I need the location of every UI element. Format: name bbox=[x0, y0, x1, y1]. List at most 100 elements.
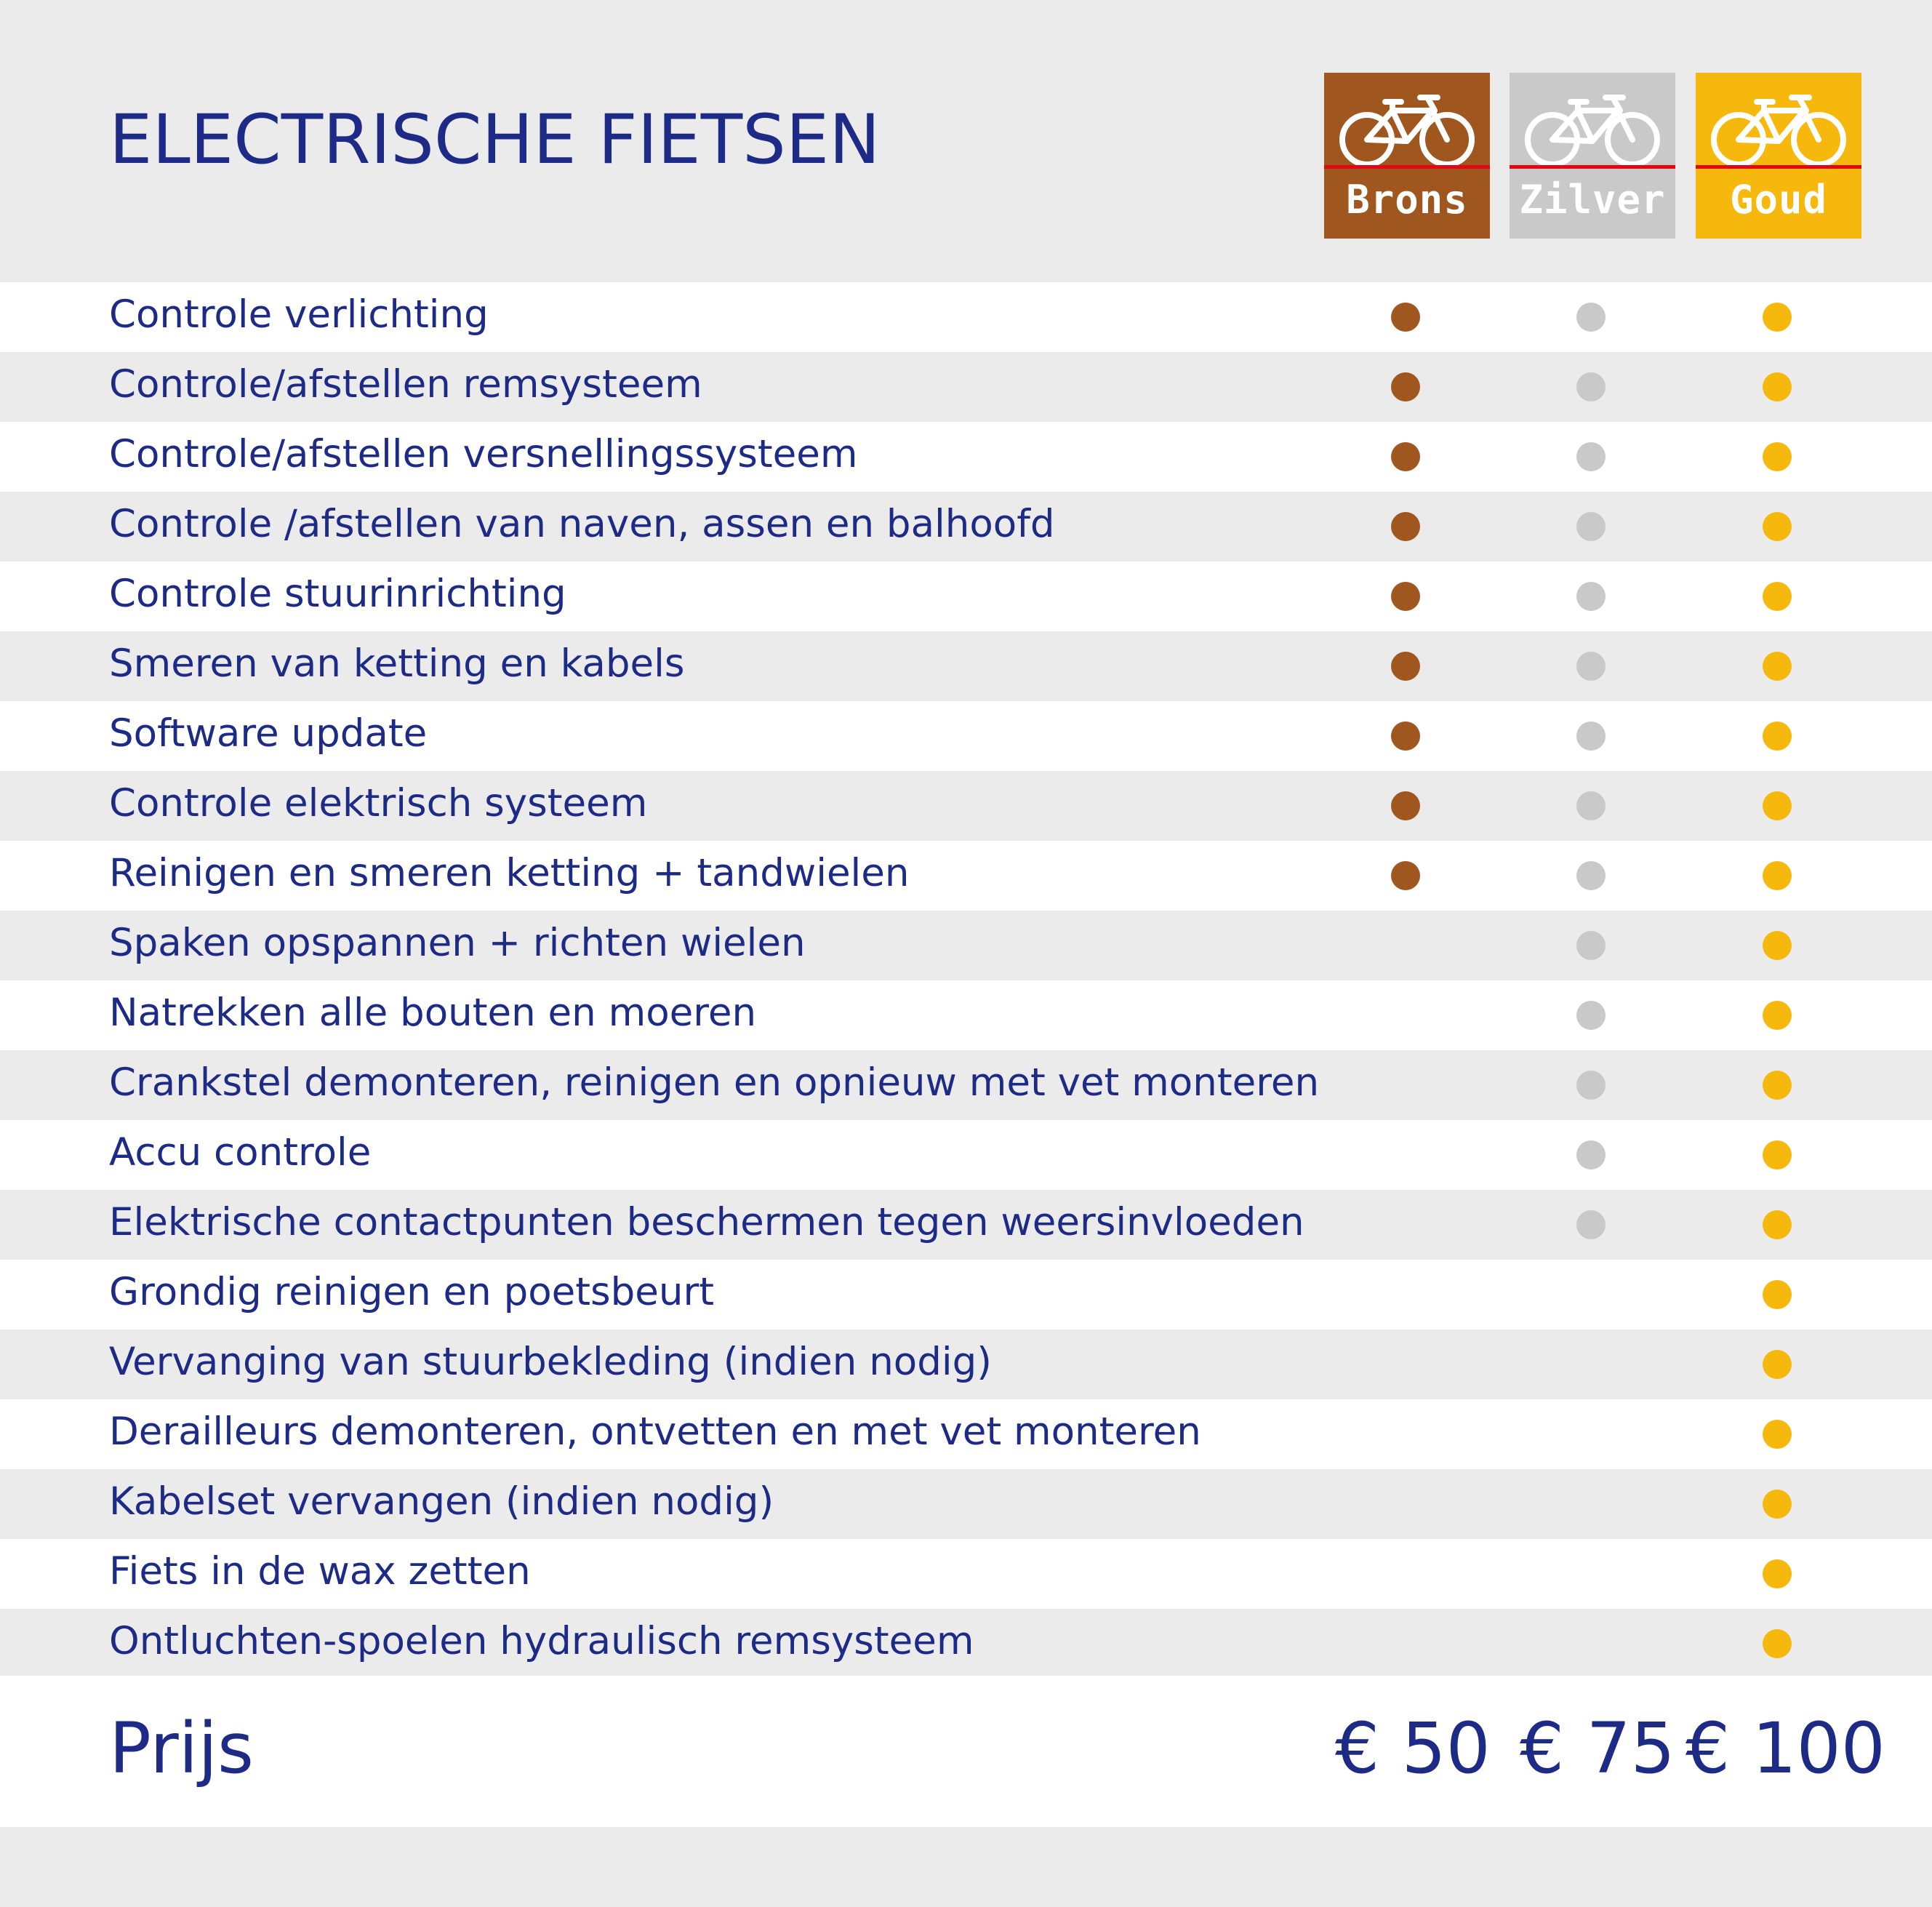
badge-label: Zilver bbox=[1519, 177, 1666, 223]
dot-icon-brons bbox=[1391, 303, 1420, 332]
dot-icon-goud bbox=[1763, 1629, 1792, 1658]
dot-icon-zilver bbox=[1576, 1210, 1606, 1239]
dot-icon-goud bbox=[1763, 1350, 1792, 1379]
table-row: Controle elektrisch systeem bbox=[0, 771, 1932, 841]
feature-label: Fiets in de wax zetten bbox=[109, 1549, 531, 1594]
table-row: Elektrische contactpunten beschermen teg… bbox=[0, 1190, 1932, 1260]
dot-icon-brons bbox=[1391, 582, 1420, 611]
table-row: Software update bbox=[0, 701, 1932, 771]
dot-icon-brons bbox=[1391, 861, 1420, 890]
dot-icon-goud bbox=[1763, 1140, 1792, 1170]
dot-icon-zilver bbox=[1576, 442, 1606, 471]
dot-icon-goud bbox=[1763, 582, 1792, 611]
dot-icon-brons bbox=[1391, 512, 1420, 541]
price-row: Prijs € 50 € 75 € 100 bbox=[0, 1676, 1932, 1827]
dot-icon-zilver bbox=[1576, 931, 1606, 960]
table-row: Controle/afstellen versnellingssysteem bbox=[0, 422, 1932, 492]
table-row: Grondig reinigen en poetsbeurt bbox=[0, 1260, 1932, 1330]
table-row: Derailleurs demonteren, ontvetten en met… bbox=[0, 1399, 1932, 1469]
table-row: Controle verlichting bbox=[0, 282, 1932, 352]
dot-icon-zilver bbox=[1576, 372, 1606, 401]
badge-goud: Goud bbox=[1696, 73, 1861, 239]
bicycle-icon bbox=[1711, 95, 1846, 167]
feature-label: Spaken opspannen + richten wielen bbox=[109, 921, 806, 965]
table-row: Controle stuurinrichting bbox=[0, 561, 1932, 631]
table-row: Accu controle bbox=[0, 1120, 1932, 1190]
dot-icon-goud bbox=[1763, 791, 1792, 820]
feature-label: Ontluchten-spoelen hydraulisch remsystee… bbox=[109, 1619, 974, 1663]
table-row: Smeren van ketting en kabels bbox=[0, 631, 1932, 701]
dot-icon-goud bbox=[1763, 442, 1792, 471]
badge-zilver: Zilver bbox=[1510, 73, 1675, 239]
dot-icon-zilver bbox=[1576, 1071, 1606, 1100]
feature-label: Derailleurs demonteren, ontvetten en met… bbox=[109, 1410, 1201, 1454]
feature-label: Controle /afstellen van naven, assen en … bbox=[109, 502, 1055, 546]
table-row: Kabelset vervangen (indien nodig) bbox=[0, 1469, 1932, 1539]
dot-icon-goud bbox=[1763, 1210, 1792, 1239]
feature-table: Controle verlichting Controle/afstellen r… bbox=[0, 282, 1932, 1679]
dot-icon-goud bbox=[1763, 861, 1792, 890]
bicycle-icon bbox=[1339, 95, 1475, 167]
feature-label: Crankstel demonteren, reinigen en opnieu… bbox=[109, 1060, 1320, 1105]
dot-icon-zilver bbox=[1576, 582, 1606, 611]
table-row: Ontluchten-spoelen hydraulisch remsystee… bbox=[0, 1609, 1932, 1679]
feature-label: Controle/afstellen remsysteem bbox=[109, 362, 702, 407]
bicycle-icon bbox=[1525, 95, 1660, 167]
feature-label: Smeren van ketting en kabels bbox=[109, 641, 685, 686]
page-title: ELECTRISCHE FIETSEN bbox=[109, 100, 881, 180]
dot-icon-goud bbox=[1763, 1490, 1792, 1519]
dot-icon-brons bbox=[1391, 652, 1420, 681]
feature-label: Accu controle bbox=[109, 1130, 372, 1175]
dot-icon-goud bbox=[1763, 303, 1792, 332]
price-zilver: € 75 bbox=[1520, 1708, 1675, 1789]
badge-label: Brons bbox=[1346, 177, 1468, 223]
table-row: Reinigen en smeren ketting + tandwielen bbox=[0, 841, 1932, 911]
feature-label: Grondig reinigen en poetsbeurt bbox=[109, 1270, 715, 1314]
feature-label: Controle elektrisch systeem bbox=[109, 781, 648, 825]
table-row: Crankstel demonteren, reinigen en opnieu… bbox=[0, 1050, 1932, 1120]
dot-icon-brons bbox=[1391, 372, 1420, 401]
table-row: Controle /afstellen van naven, assen en … bbox=[0, 492, 1932, 561]
dot-icon-zilver bbox=[1576, 303, 1606, 332]
table-row: Spaken opspannen + richten wielen bbox=[0, 911, 1932, 980]
table-row: Controle/afstellen remsysteem bbox=[0, 352, 1932, 422]
feature-label: Software update bbox=[109, 711, 428, 756]
dot-icon-goud bbox=[1763, 1001, 1792, 1030]
dot-icon-goud bbox=[1763, 1280, 1792, 1309]
dot-icon-goud bbox=[1763, 372, 1792, 401]
dot-icon-brons bbox=[1391, 791, 1420, 820]
badge-divider bbox=[1696, 165, 1861, 169]
badge-brons: Brons bbox=[1324, 73, 1490, 239]
dot-icon-goud bbox=[1763, 931, 1792, 960]
dot-icon-goud bbox=[1763, 1559, 1792, 1588]
badge-label: Goud bbox=[1729, 177, 1828, 223]
dot-icon-brons bbox=[1391, 721, 1420, 751]
table-row: Natrekken alle bouten en moeren bbox=[0, 980, 1932, 1050]
dot-icon-zilver bbox=[1576, 1140, 1606, 1170]
feature-label: Vervanging van stuurbekleding (indien no… bbox=[109, 1340, 992, 1384]
price-brons: € 50 bbox=[1335, 1708, 1491, 1789]
dot-icon-goud bbox=[1763, 1071, 1792, 1100]
badge-divider bbox=[1324, 165, 1490, 169]
dot-icon-goud bbox=[1763, 512, 1792, 541]
dot-icon-zilver bbox=[1576, 721, 1606, 751]
price-goud: € 100 bbox=[1686, 1708, 1885, 1789]
feature-label: Controle/afstellen versnellingssysteem bbox=[109, 432, 858, 476]
price-label: Prijs bbox=[109, 1708, 254, 1789]
feature-label: Reinigen en smeren ketting + tandwielen bbox=[109, 851, 910, 895]
dot-icon-goud bbox=[1763, 721, 1792, 751]
dot-icon-zilver bbox=[1576, 791, 1606, 820]
dot-icon-goud bbox=[1763, 1420, 1792, 1449]
dot-icon-zilver bbox=[1576, 652, 1606, 681]
badge-divider bbox=[1510, 165, 1675, 169]
feature-label: Kabelset vervangen (indien nodig) bbox=[109, 1479, 774, 1524]
feature-label: Controle verlichting bbox=[109, 292, 489, 337]
dot-icon-zilver bbox=[1576, 1001, 1606, 1030]
dot-icon-goud bbox=[1763, 652, 1792, 681]
dot-icon-zilver bbox=[1576, 861, 1606, 890]
dot-icon-brons bbox=[1391, 442, 1420, 471]
table-row: Vervanging van stuurbekleding (indien no… bbox=[0, 1330, 1932, 1399]
table-row: Fiets in de wax zetten bbox=[0, 1539, 1932, 1609]
feature-label: Natrekken alle bouten en moeren bbox=[109, 991, 757, 1035]
dot-icon-zilver bbox=[1576, 512, 1606, 541]
